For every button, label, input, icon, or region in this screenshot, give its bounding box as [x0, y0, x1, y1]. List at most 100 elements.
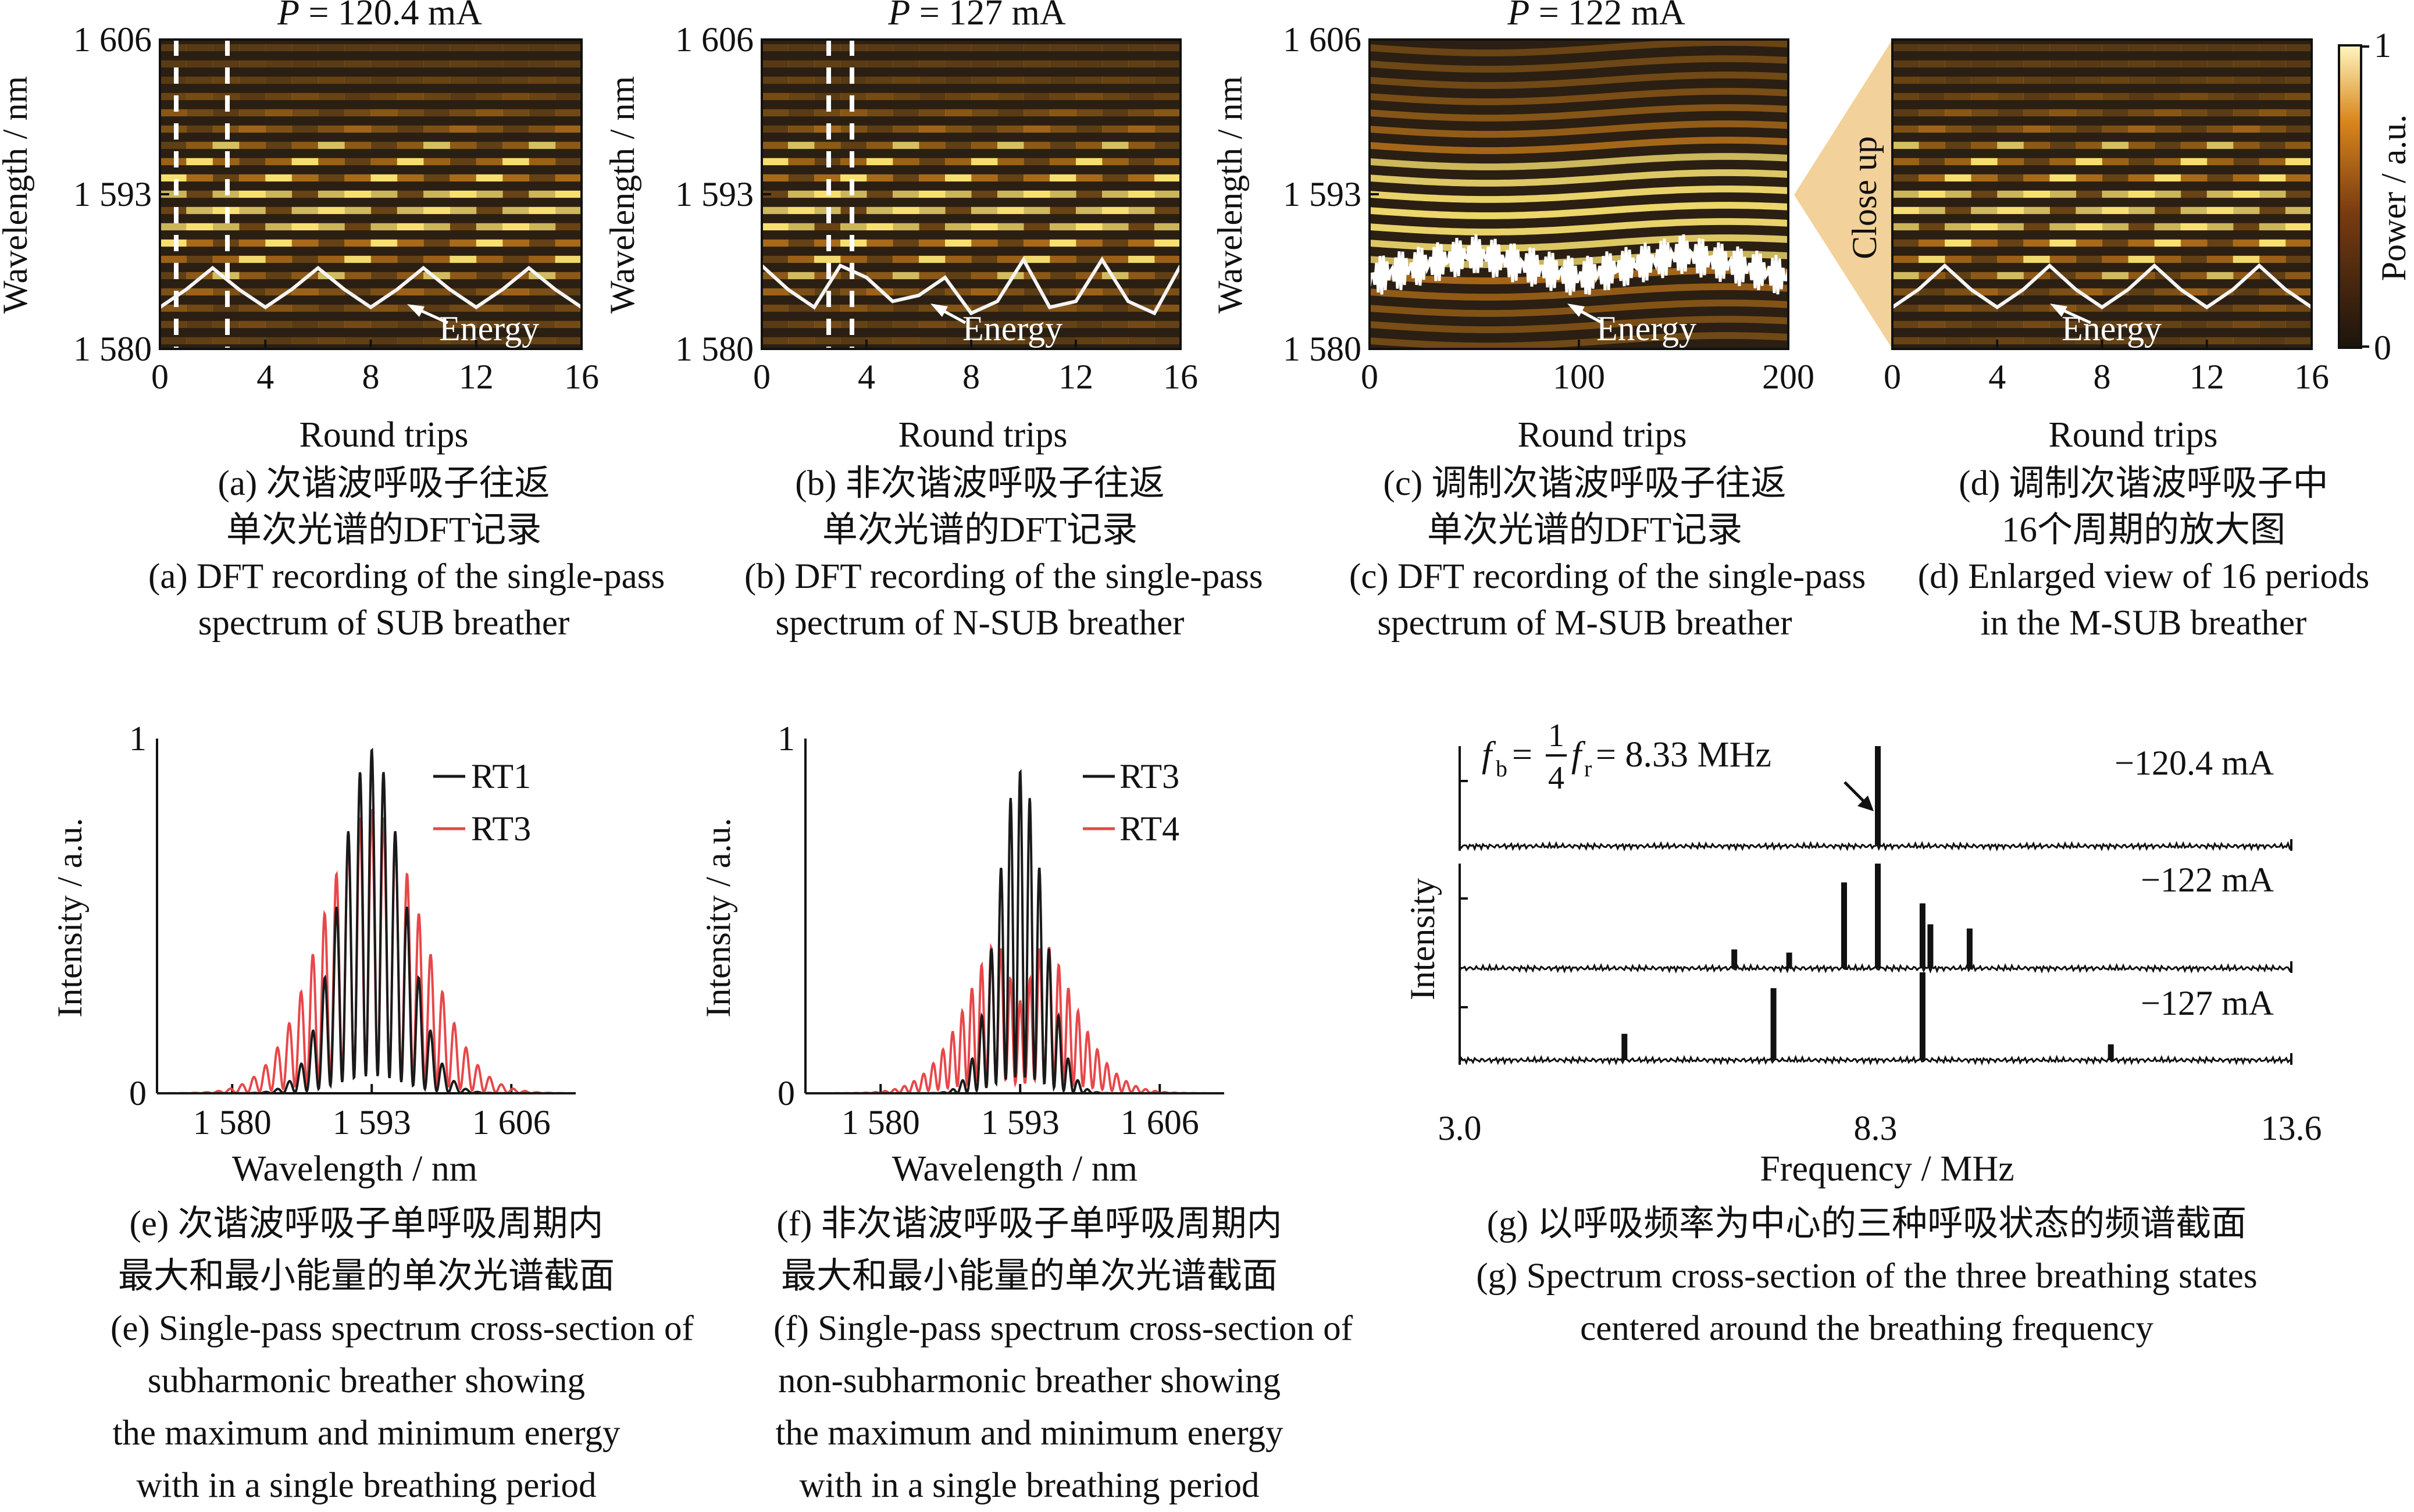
heatmap-cell — [529, 337, 556, 345]
heatmap-cell — [397, 141, 424, 149]
heatmap-cell — [2180, 223, 2208, 231]
heatmap-cell — [370, 255, 398, 263]
heatmap-cell — [2049, 92, 2077, 101]
x-tick-label: 8 — [2094, 358, 2111, 396]
heatmap-cell — [397, 206, 424, 215]
heatmap-cell — [160, 92, 187, 101]
heatmap-cell — [397, 92, 424, 101]
heatmap-cell — [238, 125, 266, 133]
heatmap-cell — [238, 255, 266, 263]
heatmap-cell — [476, 125, 503, 133]
heatmap-cell — [555, 158, 582, 166]
x-tick-label: 1 593 — [981, 1103, 1060, 1142]
heatmap-cell — [1154, 44, 1181, 52]
heatmap-cell — [2180, 109, 2208, 117]
panel-g-ylabel: Intensity — [1403, 878, 1442, 1000]
heatmap-cell — [2076, 141, 2103, 149]
heatmap-cell — [1945, 320, 1971, 329]
heatmap-cell — [291, 92, 319, 101]
heatmap-cell — [344, 158, 372, 166]
annotation-num: 1 — [1548, 718, 1564, 754]
heatmap-cell — [762, 44, 789, 52]
heatmap-cell — [370, 304, 398, 312]
heatmap-cell — [1971, 92, 1998, 101]
heatmap-cell — [788, 337, 815, 345]
panel-f-series-rt3 — [805, 769, 1224, 1095]
heatmap-cell — [291, 141, 319, 149]
heatmap-cell — [2154, 239, 2181, 247]
caption-f-en-1: non-subharmonic breather showing — [778, 1361, 1281, 1400]
heatmap-cell — [2154, 44, 2181, 52]
heatmap-cell — [2233, 223, 2260, 231]
heatmap-cell — [1076, 190, 1103, 198]
heatmap-cell — [1128, 174, 1155, 182]
heatmap-cell — [1997, 125, 2024, 133]
heatmap-cell — [450, 109, 477, 117]
panel-b-energy-label: Energy — [962, 309, 1062, 348]
heatmap-cell — [1024, 44, 1050, 52]
heatmap-cell — [1050, 174, 1076, 182]
y-tick-label: 1 — [778, 719, 795, 758]
heatmap-cell — [555, 190, 582, 198]
heatmap-cell — [502, 174, 529, 182]
heatmap-band — [1369, 316, 1789, 333]
heatmap-cell — [2023, 223, 2050, 231]
heatmap-cell — [2102, 60, 2129, 68]
heatmap-cell — [1892, 272, 1919, 280]
heatmap-cell — [2285, 141, 2312, 149]
heatmap-cell — [2076, 320, 2103, 329]
heatmap-cell — [2023, 60, 2050, 68]
heatmap-cell — [919, 125, 946, 133]
heatmap-cell — [2049, 60, 2077, 68]
heatmap-cell — [265, 304, 293, 312]
heatmap-cell — [370, 125, 398, 133]
panel-e: 1 0 1 580 1 593 1 606 RT1 RT3 Intensity / a.… — [51, 719, 576, 1189]
heatmap-cell — [318, 158, 345, 166]
heatmap-cell — [238, 304, 266, 312]
heatmap-cell — [1050, 255, 1076, 263]
heatmap-cell — [160, 44, 187, 52]
heatmap-cell — [2049, 44, 2077, 52]
heatmap-cell — [238, 320, 266, 329]
panel-g-trace-127 — [1459, 1054, 2292, 1066]
heatmap-cell — [919, 109, 946, 117]
heatmap-cell — [1892, 304, 1919, 312]
heatmap-cell — [2233, 60, 2260, 68]
heatmap-cell — [529, 141, 556, 149]
heatmap-cell — [840, 174, 867, 182]
heatmap-cell — [1919, 76, 1945, 84]
heatmap-cell — [423, 44, 450, 52]
heatmap-cell — [2233, 92, 2260, 101]
heatmap-cell — [1102, 109, 1129, 117]
heatmap-cell — [1892, 255, 1919, 263]
heatmap-cell — [788, 44, 815, 52]
panel-d-xlabel: Round trips — [2048, 415, 2217, 455]
y-tick-label: 0 — [778, 1074, 795, 1112]
heatmap-cell — [318, 304, 345, 312]
heatmap-cell — [2049, 337, 2077, 345]
heatmap-cell — [423, 206, 450, 215]
caption-d-en-0: (d) Enlarged view of 16 periods — [1917, 557, 2370, 596]
heatmap-cell — [2233, 239, 2260, 247]
panel-c-title: P = 122 mA — [1507, 0, 1685, 33]
caption-b-cn-0: (b) 非次谐波呼吸子往返 — [795, 464, 1165, 503]
heatmap-cell — [2259, 190, 2286, 198]
heatmap-cell — [840, 304, 867, 312]
heatmap-cell — [450, 141, 477, 149]
x-tick-label: 0 — [1361, 358, 1378, 396]
heatmap-cell — [2285, 255, 2312, 263]
heatmap-cell — [1128, 255, 1155, 263]
heatmap-cell — [2023, 206, 2050, 215]
heatmap-cell — [893, 190, 919, 198]
heatmap-cell — [2023, 109, 2050, 117]
heatmap-cell — [2285, 174, 2312, 182]
panel-b-axes: 0 4 8 12 16 1 606 1 593 1 580 — [675, 20, 1198, 396]
y-tick-label: 1 593 — [73, 175, 152, 213]
heatmap-cell — [1945, 92, 1971, 101]
heatmap-cell — [1050, 76, 1076, 84]
panel-b: P = 127 mA Energy 0 4 8 12 16 1 606 1 593 1 580… — [603, 0, 1198, 455]
panel-c-energy-trace — [1368, 234, 1790, 295]
heatmap-cell — [945, 141, 972, 149]
heatmap-cell — [186, 255, 213, 263]
heatmap-cell — [2259, 109, 2286, 117]
